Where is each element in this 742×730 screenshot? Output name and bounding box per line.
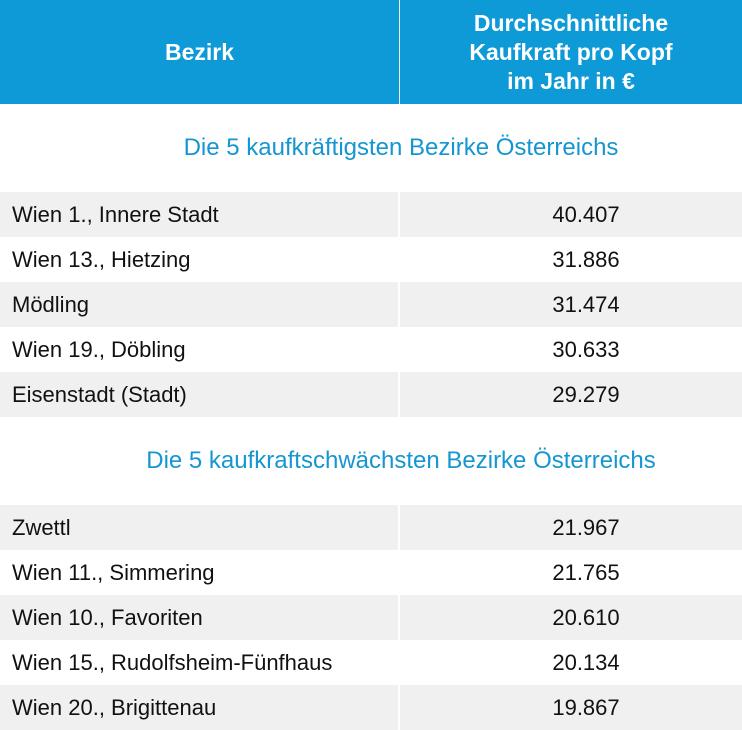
header-bezirk: Bezirk	[0, 0, 400, 104]
bezirk-cell: Wien 11., Simmering	[0, 550, 400, 595]
section-title-bottom: Die 5 kaufkraftschwächsten Bezirke Öster…	[146, 447, 656, 474]
bezirk-cell: Wien 19., Döbling	[0, 327, 400, 372]
value-cell: 21.967	[400, 505, 742, 550]
bezirk-cell: Wien 20., Brigittenau	[0, 685, 400, 730]
value-cell: 40.407	[400, 192, 742, 237]
bezirk-cell: Zwettl	[0, 505, 400, 550]
bezirk-cell: Mödling	[0, 282, 400, 327]
table-row: Wien 10., Favoriten 20.610	[0, 595, 742, 640]
table-row: Mödling 31.474	[0, 282, 742, 327]
value-cell: 31.886	[552, 246, 620, 272]
value-cell: 30.633	[552, 336, 620, 362]
value-cell: 20.610	[400, 595, 742, 640]
table-row: Zwettl 21.967	[0, 505, 742, 550]
section-title-top: Die 5 kaufkräftigsten Bezirke Österreich…	[183, 134, 619, 161]
header-kaufkraft: Durchschnittliche Kaufkraft pro Kopf im …	[469, 9, 673, 94]
bezirk-cell: Eisenstadt (Stadt)	[0, 372, 400, 417]
table-row: Wien 20., Brigittenau 19.867	[0, 685, 742, 730]
table-row: Eisenstadt (Stadt) 29.279	[0, 372, 742, 417]
bezirk-cell: Wien 15., Rudolfsheim-Fünfhaus	[0, 640, 400, 685]
table-row: Wien 15., Rudolfsheim-Fünfhaus 20.134	[0, 640, 742, 685]
table-row: Wien 11., Simmering 21.765	[0, 550, 742, 595]
value-cell: 29.279	[400, 372, 742, 417]
bezirk-cell: Wien 1., Innere Stadt	[0, 192, 400, 237]
table-header: Bezirk Durchschnittliche Kaufkraft pro K…	[0, 0, 742, 104]
value-cell: 21.765	[552, 559, 620, 585]
bezirk-cell: Wien 10., Favoriten	[0, 595, 400, 640]
value-cell: 20.134	[552, 649, 620, 675]
table-row: Wien 19., Döbling 30.633	[0, 327, 742, 372]
value-cell: 31.474	[400, 282, 742, 327]
table-row: Wien 1., Innere Stadt 40.407	[0, 192, 742, 237]
bezirk-cell: Wien 13., Hietzing	[0, 237, 400, 282]
value-cell: 19.867	[400, 685, 742, 730]
table-row: Wien 13., Hietzing 31.886	[0, 237, 742, 282]
